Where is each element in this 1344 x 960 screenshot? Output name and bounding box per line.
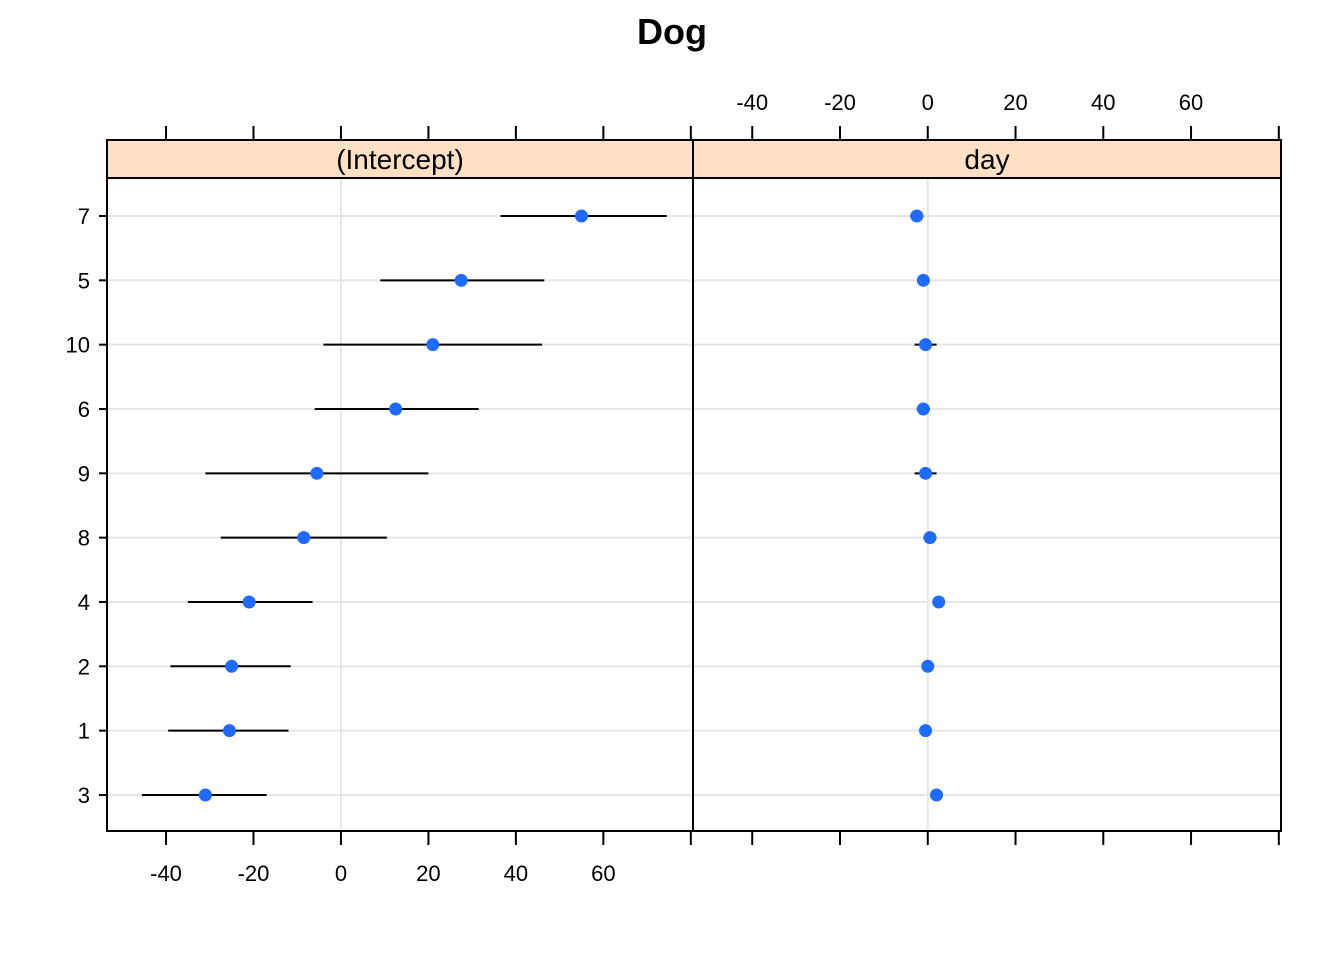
strip-label-0: (Intercept) [336,144,464,175]
point-1-7 [910,209,924,223]
x-tick-label-0-40: 40 [504,861,528,886]
y-tick-label-9: 9 [78,461,90,486]
point-1-1 [919,724,933,738]
point-0-5 [454,273,468,287]
point-1-4 [932,595,946,609]
y-tick-label-2: 2 [78,654,90,679]
x-tick-label-0--20: -20 [238,861,270,886]
strip-1 [692,139,1282,179]
point-0-8 [297,531,311,545]
x-tick-label-1-60: 60 [1179,90,1203,115]
point-0-1 [222,724,236,738]
axes-layer: -40 -20 0 20 40 60 -40 -20 0 20 40 60 7 5 10 6 9 8 4 2 1 3 [66,90,1280,886]
point-1-6 [916,402,930,416]
grid-layer [107,178,1281,831]
point-1-3 [930,788,944,802]
panel-0: (Intercept) [106,139,694,832]
point-0-4 [242,595,256,609]
point-1-5 [916,273,930,287]
point-0-10 [426,338,440,352]
x-tick-label-1-0: 0 [922,90,934,115]
y-tick-label-4: 4 [78,590,90,615]
y-tick-label-3: 3 [78,783,90,808]
panel-1: day [692,139,1282,832]
strip-label-1: day [964,144,1009,175]
point-1-9 [919,466,933,480]
point-1-10 [919,338,933,352]
point-1-8 [923,531,937,545]
x-tick-label-0-60: 60 [591,861,615,886]
panel-frame-1 [692,177,1282,832]
y-tick-label-8: 8 [78,526,90,551]
point-0-2 [225,659,239,673]
panels-layer: (Intercept) day [106,139,1282,832]
x-tick-label-1--40: -40 [736,90,768,115]
y-tick-label-5: 5 [78,268,90,293]
panel-frame-0 [106,177,694,832]
y-tick-label-1: 1 [78,719,90,744]
point-0-9 [310,466,324,480]
point-0-3 [198,788,212,802]
point-0-7 [574,209,588,223]
point-1-2 [921,659,935,673]
x-tick-label-1--20: -20 [824,90,856,115]
point-0-6 [389,402,403,416]
y-tick-label-7: 7 [78,204,90,229]
x-tick-label-0--40: -40 [150,861,182,886]
x-tick-label-0-0: 0 [335,861,347,886]
chart-title: Dog [637,11,707,52]
x-tick-label-1-20: 20 [1003,90,1027,115]
y-tick-label-10: 10 [66,333,90,358]
x-tick-label-0-20: 20 [416,861,440,886]
y-tick-label-6: 6 [78,397,90,422]
x-tick-label-1-40: 40 [1091,90,1115,115]
